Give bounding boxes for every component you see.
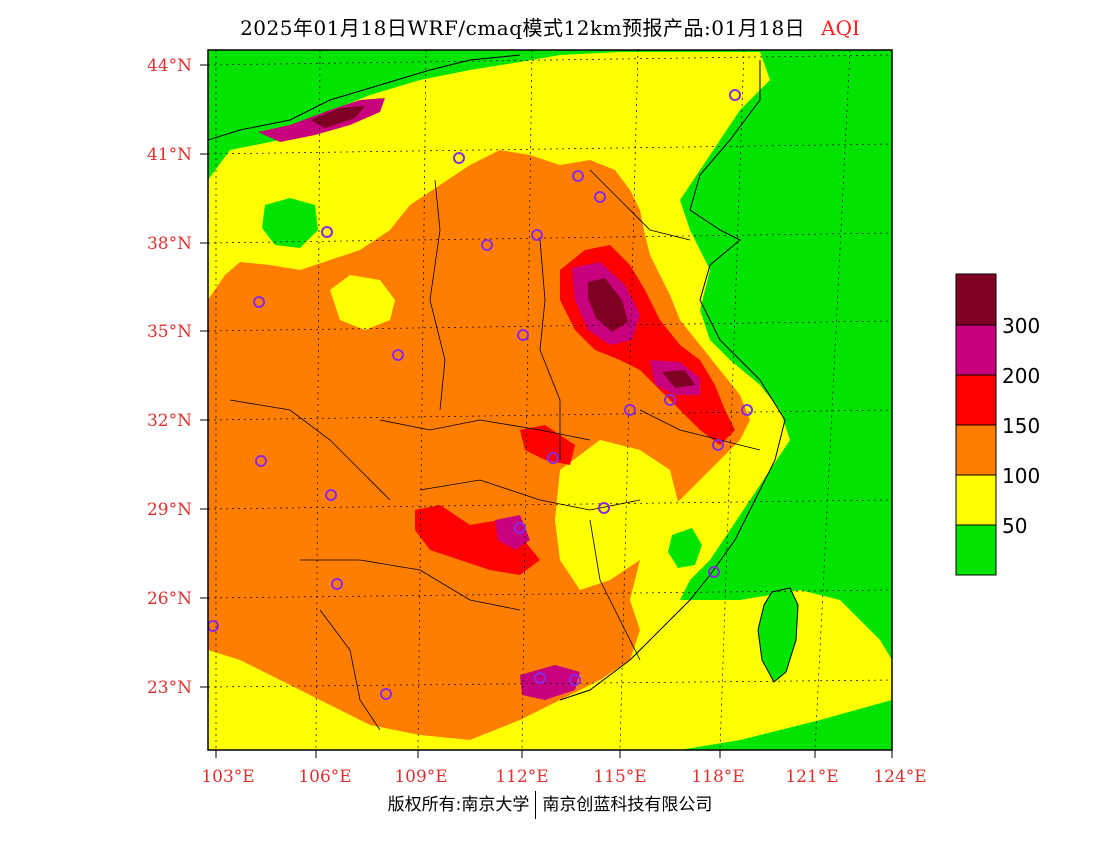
legend-swatch-moderate: [956, 475, 996, 525]
lon-tick-label: 115°E: [593, 767, 646, 787]
zone-jiangxi-green-patch: [668, 528, 702, 568]
lon-axis: [215, 750, 893, 758]
zone-hazardous-east: [662, 370, 695, 388]
taiwan-island: [757, 587, 799, 683]
legend-label: 300: [1002, 314, 1040, 338]
copyright-footer: 版权所有:南京大学 南京创蓝科技有限公司: [0, 790, 1100, 819]
province-border-4: [419, 479, 641, 511]
lat-tick-labels: 44°N 41°N 38°N 35°N 32°N 29°N 26°N 23°N: [147, 56, 192, 698]
legend-label: 50: [1002, 514, 1027, 538]
legend-label: 200: [1002, 364, 1040, 388]
lon-tick-label: 109°E: [394, 767, 447, 787]
zone-southeast-moderate-patch: [555, 440, 680, 590]
legend-swatch-hazardous: [956, 274, 996, 325]
zone-unhealthy-central: [415, 505, 540, 575]
lat-tick-label: 44°N: [147, 56, 192, 76]
footer-copyright-right: 南京创蓝科技有限公司: [542, 795, 713, 815]
lon-tick-label: 112°E: [495, 767, 548, 787]
lat-tick-label: 23°N: [147, 678, 192, 698]
legend-label: 100: [1002, 464, 1040, 488]
province-border-6: [589, 519, 641, 661]
lat-tick-label: 38°N: [147, 234, 192, 254]
title-text: 2025年01月18日WRF/cmaq模式12km预报产品:01月18日: [240, 16, 806, 40]
lon-tick-label: 124°E: [873, 767, 926, 787]
map-frame: [207, 49, 893, 751]
zone-northwest-green-patch: [262, 198, 318, 248]
province-border-8: [589, 169, 691, 241]
lon-tick-label: 118°E: [691, 767, 744, 787]
lat-axis: [200, 64, 208, 688]
lat-tick-label: 32°N: [147, 411, 192, 431]
province-border-1: [429, 179, 446, 411]
province-border-9: [229, 399, 391, 501]
legend-swatch-good: [956, 525, 996, 575]
lon-tick-label: 106°E: [298, 767, 351, 787]
lat-tick-label: 29°N: [147, 500, 192, 520]
zone-north-moderate-patch: [330, 275, 395, 330]
province-border-2: [379, 419, 591, 441]
legend-swatch-sensitive: [956, 425, 996, 475]
aqi-legend: 300 200 150 100 50: [955, 273, 1040, 576]
legend-swatch-unhealthy: [956, 375, 996, 425]
graticule: [208, 50, 892, 750]
map-area: [208, 50, 892, 750]
legend-swatch-very-unhealthy: [956, 325, 996, 375]
province-border-3: [539, 239, 561, 460]
zone-hazardous-inner-mongolia: [310, 106, 365, 128]
province-border-5: [300, 559, 521, 611]
zone-unhealthy-hubei: [520, 425, 575, 465]
footer-separator: [535, 791, 537, 819]
lat-tick-label: 41°N: [147, 145, 192, 165]
province-border-7: [639, 409, 761, 451]
zone-very-unhealthy-south: [520, 665, 580, 700]
coastline: [559, 60, 786, 701]
lon-tick-labels: 103°E 106°E 109°E 112°E 115°E 118°E 121°…: [201, 767, 926, 787]
lat-tick-label: 26°N: [147, 589, 192, 609]
footer-copyright-left: 版权所有:南京大学: [387, 795, 530, 815]
title-aqi-tag: AQI: [821, 16, 860, 40]
legend-label: 150: [1002, 414, 1040, 438]
zone-hazardous-north: [588, 278, 628, 332]
city-markers: [208, 89, 753, 700]
lon-tick-label: 103°E: [201, 767, 254, 787]
map-title: 2025年01月18日WRF/cmaq模式12km预报产品:01月18日 AQI: [0, 12, 1100, 41]
lat-tick-label: 35°N: [147, 322, 192, 342]
national-border: [208, 54, 521, 141]
province-border-10: [319, 609, 381, 731]
lon-tick-label: 121°E: [785, 767, 838, 787]
